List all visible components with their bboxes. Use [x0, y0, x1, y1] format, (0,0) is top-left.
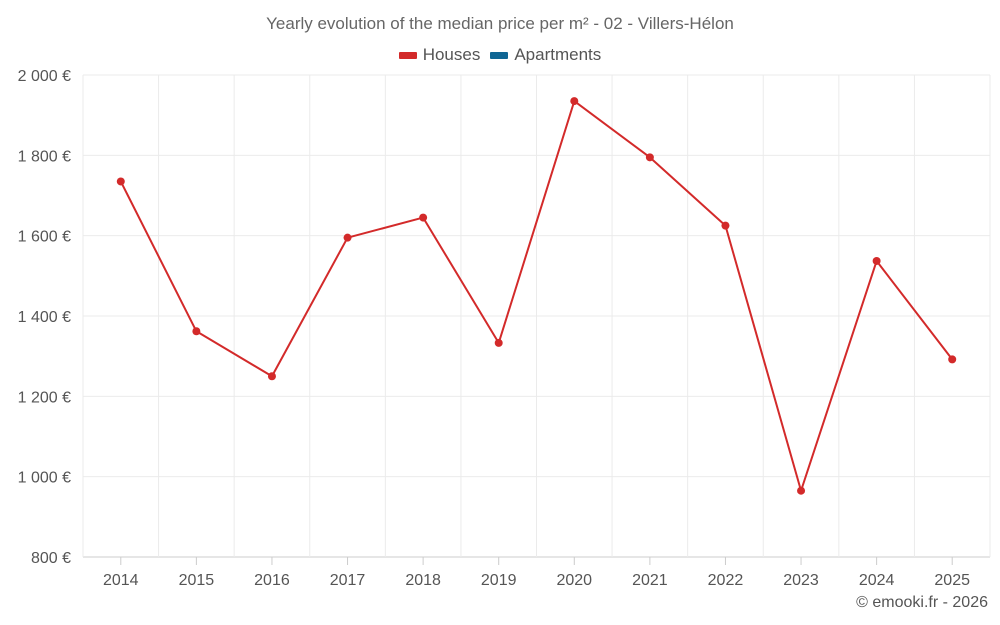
y-tick-label: 1 800 €	[18, 148, 71, 165]
data-point-houses	[116, 177, 125, 186]
series-line-houses	[119, 100, 954, 492]
x-tick-label: 2022	[708, 572, 744, 589]
legend-label-houses: Houses	[422, 45, 481, 64]
legend-swatch-houses	[398, 51, 417, 59]
data-point-houses	[570, 97, 579, 106]
data-point-houses	[948, 355, 957, 364]
legend-label-apartments: Apartments	[514, 45, 602, 64]
x-tick-label: 2025	[934, 572, 970, 589]
x-tick-label: 2024	[859, 572, 895, 589]
y-tick-label: 1 400 €	[18, 309, 71, 326]
x-tick-label: 2020	[556, 572, 592, 589]
legend-swatch-apartments	[490, 51, 509, 59]
y-tick-label: 1 000 €	[18, 470, 71, 487]
data-point-houses	[343, 233, 352, 242]
x-tick-label: 2023	[783, 572, 819, 589]
credit-text: © emooki.fr - 2026	[856, 594, 988, 611]
data-point-houses	[872, 256, 881, 265]
data-point-houses	[192, 327, 201, 336]
y-tick-label: 1 200 €	[18, 389, 71, 406]
y-tick-label: 800 €	[31, 550, 71, 567]
x-tick-label: 2015	[179, 572, 215, 589]
legend-item-houses[interactable]: Houses	[398, 45, 481, 65]
data-point-houses	[419, 213, 428, 222]
data-point-houses	[267, 372, 276, 381]
data-point-houses	[645, 153, 654, 162]
x-tick-label: 2014	[103, 572, 139, 589]
data-point-houses	[494, 338, 503, 347]
data-point-houses	[721, 221, 730, 230]
legend-item-apartments[interactable]: Apartments	[490, 45, 601, 65]
x-tick-label: 2021	[632, 572, 668, 589]
legend: Houses Apartments	[0, 45, 1000, 65]
x-tick-label: 2019	[481, 572, 517, 589]
data-point-houses	[797, 486, 806, 495]
x-tick-label: 2016	[254, 572, 290, 589]
y-tick-label: 2 000 €	[18, 68, 71, 85]
y-tick-label: 1 600 €	[18, 229, 71, 246]
x-tick-label: 2018	[405, 572, 441, 589]
x-tick-label: 2017	[330, 572, 366, 589]
chart-title: Yearly evolution of the median price per…	[266, 14, 734, 33]
